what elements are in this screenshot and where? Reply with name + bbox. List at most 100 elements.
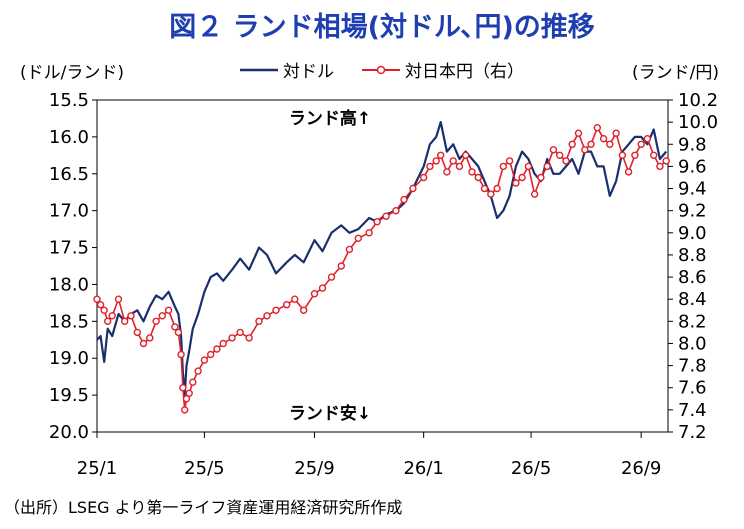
left-tick-label: 17.0 (49, 201, 89, 222)
series-point-jpy (499, 162, 507, 171)
series-point-jpy (432, 157, 440, 165)
x-tick-label: 25/5 (184, 458, 224, 479)
series-point-jpy (612, 129, 620, 137)
series-point-jpy (93, 295, 101, 303)
series-point-jpy (631, 151, 639, 160)
series-point-jpy (420, 173, 428, 182)
x-tick-label: 26/1 (403, 458, 443, 479)
right-tick-label: 9.4 (678, 179, 707, 200)
left-tick-label: 15.5 (49, 90, 89, 111)
right-tick-label: 10.2 (678, 90, 718, 111)
right-axis: 10.210.09.89.69.49.29.08.88.68.48.28.07.… (668, 90, 718, 443)
series-point-jpy (543, 162, 551, 171)
left-tick-label: 19.5 (49, 385, 89, 406)
annotation-rand-strong: ランド高↑ (289, 108, 371, 129)
series-point-jpy (263, 312, 271, 320)
right-tick-label: 9.8 (678, 134, 707, 155)
series-point-jpy (524, 162, 533, 171)
x-tick-label: 25/1 (77, 458, 117, 479)
series-point-jpy (213, 345, 221, 353)
series-point-jpy (562, 157, 570, 165)
left-tick-label: 18.0 (49, 274, 89, 295)
series-point-jpy (392, 206, 400, 215)
right-tick-label: 8.6 (678, 267, 707, 288)
series-point-jpy (624, 168, 633, 176)
right-tick-label: 8.8 (678, 245, 707, 266)
left-axis-unit: (ドル/ランド) (20, 63, 124, 83)
annotation-rand-weak: ランド安↓ (289, 403, 371, 424)
series-point-jpy (291, 295, 299, 303)
left-axis: 15.5 16.0 16.5 17.0 17.5 18.0 18.5 19.0 19.5 20.0 (49, 90, 97, 443)
series-point-jpy (327, 273, 336, 281)
series-point-jpy (537, 173, 545, 182)
series-point-jpy (185, 389, 193, 397)
series-point-jpy (618, 151, 627, 160)
series-point-jpy (127, 312, 135, 320)
left-tick-label: 18.5 (49, 311, 89, 332)
left-tick-label: 17.5 (49, 238, 89, 259)
series-point-jpy (426, 162, 434, 171)
series-point-jpy (409, 184, 417, 193)
series-point-jpy (468, 168, 476, 176)
series-line-jpy (96, 126, 667, 411)
legend-label-usd: 対ドル (283, 62, 334, 82)
series-point-jpy (637, 140, 645, 149)
series-point-jpy (474, 173, 482, 182)
series-point-jpy (443, 168, 451, 176)
series-point-jpy (255, 317, 263, 325)
series-point-jpy (382, 212, 390, 220)
legend: 対ドル 対日本円（右） (240, 62, 524, 82)
legend-marker-jpy (376, 65, 386, 75)
series-point-jpy (114, 295, 123, 303)
series-point-jpy (146, 334, 154, 342)
series-point-jpy (518, 173, 526, 182)
series-point-jpy (354, 234, 362, 243)
left-tick-label: 20.0 (49, 422, 89, 443)
series-point-jpy (283, 301, 291, 309)
series-point-jpy (656, 162, 664, 171)
series-point-jpy (194, 367, 202, 375)
series-point-jpy (133, 328, 142, 337)
series-point-jpy (337, 262, 345, 270)
left-tick-label: 16.0 (49, 127, 89, 148)
series-point-jpy (462, 151, 470, 160)
series-point-jpy (593, 123, 601, 132)
series-point-jpy (437, 151, 445, 160)
right-tick-label: 9.2 (678, 201, 707, 222)
series-point-jpy (487, 190, 495, 198)
series-point-jpy (318, 284, 327, 292)
series-point-jpy (568, 140, 576, 149)
series-point-jpy (599, 134, 608, 143)
series-point-jpy (549, 146, 558, 154)
chart-title: 図２ ランド相場(対ドル､円)の推移 (169, 12, 595, 43)
series-point-jpy (530, 190, 539, 198)
series-point-jpy (177, 350, 185, 359)
series-point-jpy (310, 290, 319, 298)
series-point-jpy (650, 151, 658, 160)
series-point-jpy (643, 134, 652, 143)
source-note: （出所）LSEG より第一ライフ資産運用経済研究所作成 (4, 498, 402, 517)
x-tick-label: 26/5 (511, 458, 551, 479)
series-point-jpy (512, 179, 520, 187)
series-point-jpy (300, 306, 308, 314)
right-tick-label: 7.8 (678, 356, 707, 377)
x-tick-label: 26/9 (621, 458, 661, 479)
right-axis-unit: (ランド/円) (632, 63, 719, 83)
series-point-jpy (345, 245, 354, 254)
series-point-jpy (139, 339, 148, 348)
right-tick-label: 7.6 (678, 378, 707, 399)
right-tick-label: 7.4 (678, 400, 707, 421)
series-point-jpy (245, 334, 253, 342)
series-point-jpy (152, 317, 160, 325)
right-tick-label: 7.2 (678, 422, 707, 443)
series-point-jpy (180, 406, 189, 414)
right-tick-label: 9.6 (678, 156, 707, 177)
right-tick-label: 10.0 (678, 112, 718, 133)
series-point-jpy (272, 306, 280, 314)
series-point-jpy (206, 350, 215, 359)
series-point-jpy (587, 140, 595, 149)
series-point-jpy (103, 317, 112, 325)
left-tick-label: 19.0 (49, 348, 89, 369)
series-point-jpy (158, 312, 167, 320)
series-point-jpy (219, 339, 227, 348)
